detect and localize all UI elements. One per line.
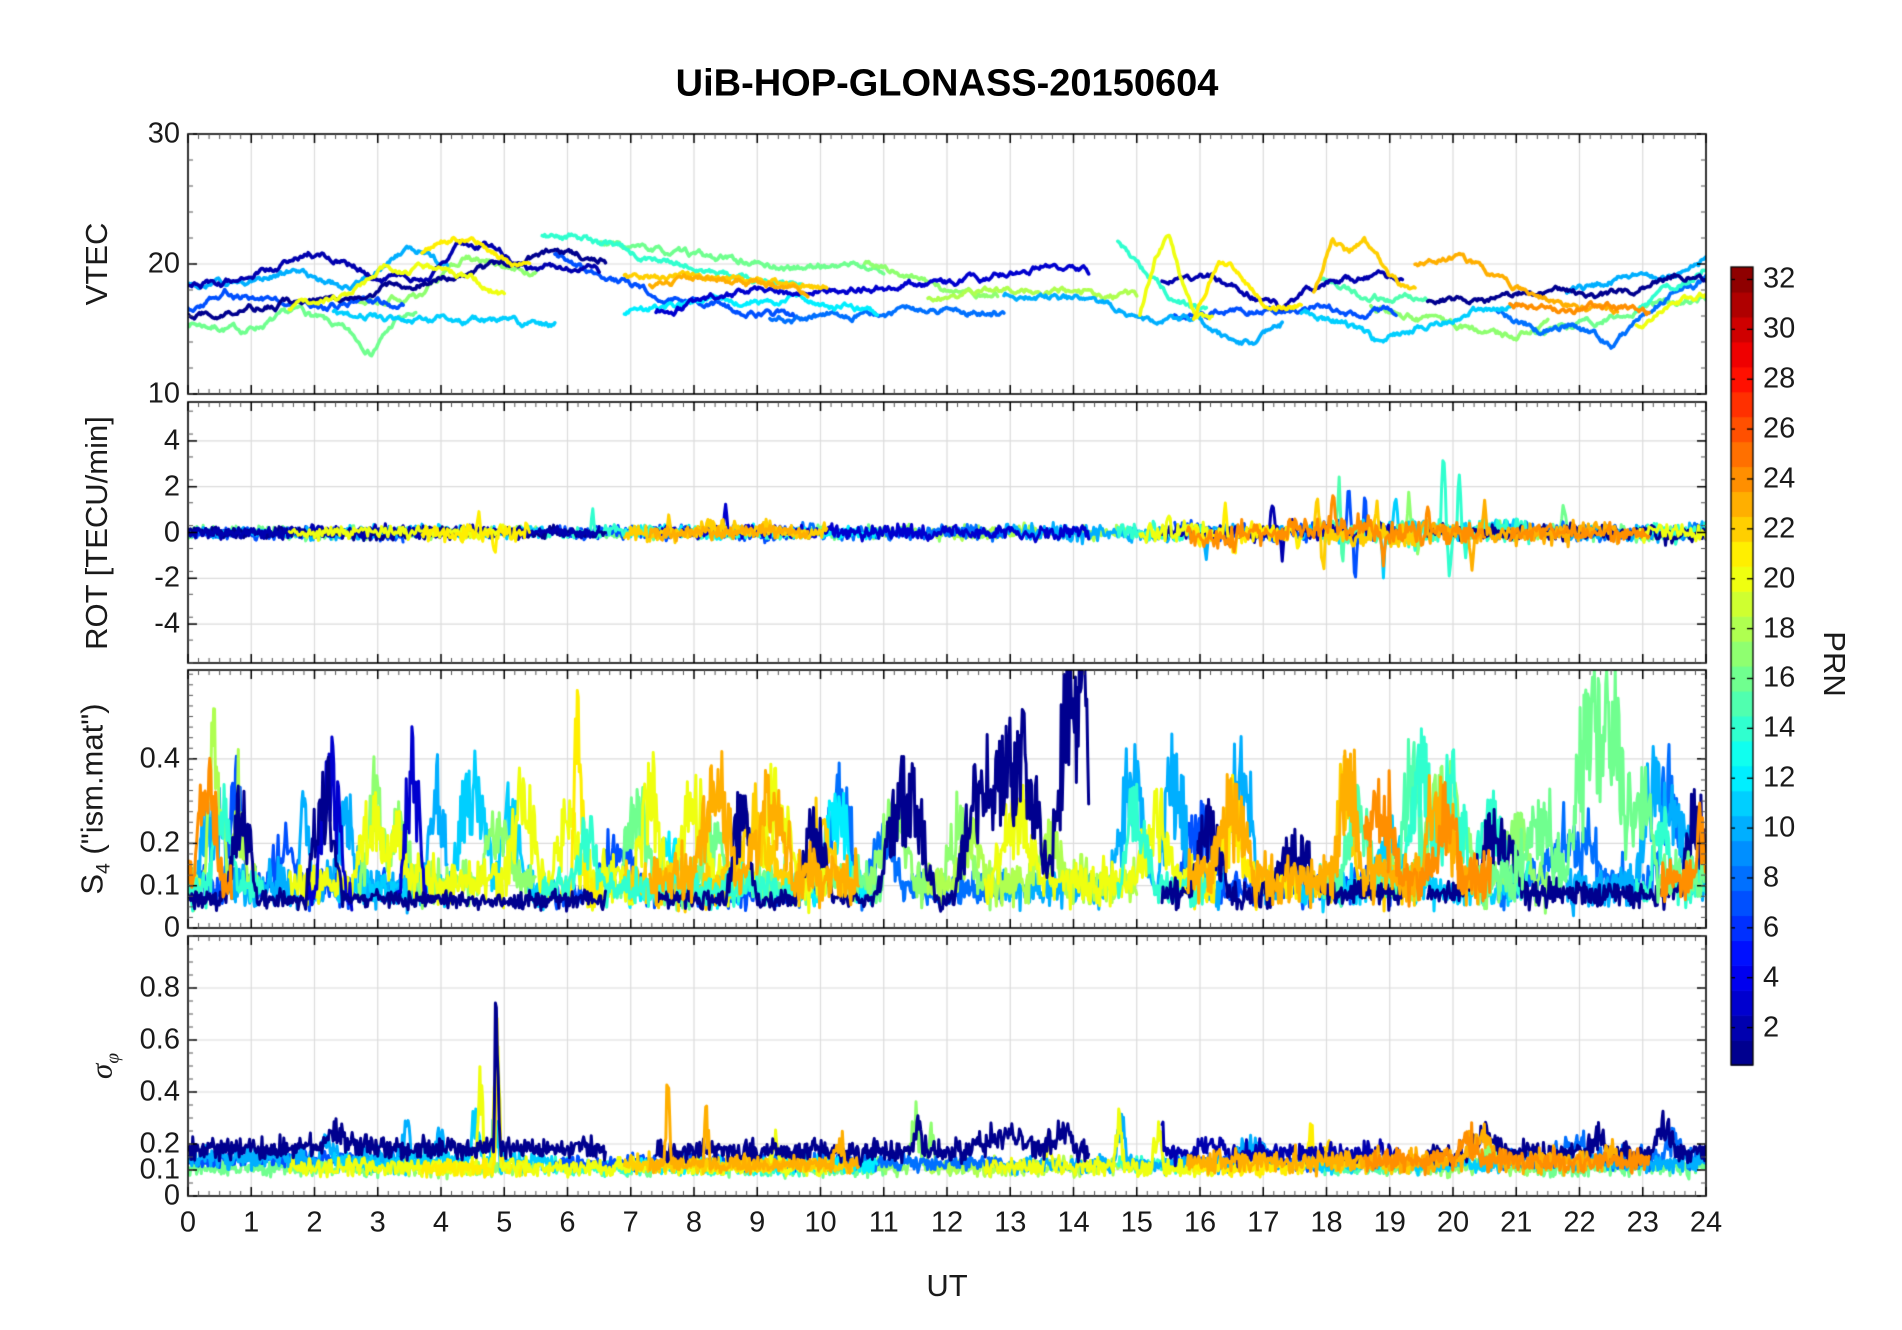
colorbar-tick-label: 8: [1763, 861, 1780, 894]
y-tick-label: 0.6: [139, 1023, 180, 1056]
x-tick-label: 2: [306, 1206, 323, 1239]
y-tick-label: 0: [163, 1179, 180, 1212]
x-tick-label: 13: [994, 1206, 1027, 1239]
colorbar-tick-label: 4: [1763, 961, 1780, 994]
x-tick-label: 12: [930, 1206, 964, 1239]
x-tick-label: 20: [1436, 1206, 1470, 1239]
y-tick-label: 0.8: [139, 971, 180, 1004]
y-tick-label: 0.1: [139, 1153, 180, 1186]
colorbar-tick-label: 30: [1763, 312, 1796, 345]
x-tick-label: 1: [243, 1206, 260, 1239]
x-tick-label: 14: [1057, 1206, 1090, 1239]
x-tick-label: 3: [369, 1206, 386, 1239]
y-tick-label: 20: [147, 247, 180, 280]
colorbar-tick-label: 20: [1763, 562, 1796, 595]
colorbar-tick-label: 6: [1763, 911, 1780, 944]
y-tick-label: -2: [154, 561, 180, 594]
y-tick-label: 4: [163, 424, 180, 457]
y-axis-label: S4 ("ism.mat"): [74, 703, 115, 895]
x-tick-label: 15: [1120, 1206, 1153, 1239]
y-tick-label: 2: [163, 470, 180, 503]
x-tick-label: 22: [1563, 1206, 1596, 1239]
x-tick-label: 17: [1247, 1206, 1280, 1239]
x-tick-label: 11: [868, 1206, 899, 1239]
x-tick-label: 7: [622, 1206, 639, 1239]
page-title: UiB-HOP-GLONASS-20150604: [675, 62, 1219, 105]
y-tick-label: 0: [163, 516, 180, 548]
x-tick-label: 6: [559, 1206, 576, 1239]
colorbar-label: PRN: [1817, 631, 1852, 697]
colorbar-tick-label: 22: [1763, 512, 1796, 545]
y-axis-label: VTEC: [79, 222, 114, 306]
y-tick-label: 0: [163, 911, 180, 944]
colorbar-tick-label: 28: [1763, 362, 1796, 395]
y-tick-label: 30: [147, 117, 180, 150]
y-tick-label: 0.4: [139, 742, 180, 775]
y-tick-label: 0.2: [139, 1127, 180, 1160]
y-tick-label: 0.2: [139, 826, 180, 859]
y-axis-label: σφ: [83, 1053, 124, 1079]
x-tick-label: 10: [804, 1206, 837, 1239]
x-tick-label: 4: [432, 1206, 450, 1239]
colorbar-tick-label: 2: [1763, 1011, 1780, 1044]
x-tick-label: 5: [496, 1206, 513, 1239]
y-tick-label: 0.1: [139, 869, 180, 902]
x-tick-label: 8: [685, 1206, 703, 1239]
x-tick-label: 23: [1626, 1206, 1659, 1239]
y-tick-label: 10: [147, 377, 180, 410]
colorbar-tick-label: 32: [1763, 262, 1796, 295]
y-tick-label: 0.4: [139, 1075, 180, 1108]
y-tick-label: -4: [154, 607, 180, 640]
x-tick-label: 0: [179, 1206, 197, 1239]
x-tick-label: 24: [1689, 1206, 1723, 1239]
x-tick-label: 9: [749, 1206, 766, 1239]
colorbar-tick-label: 14: [1763, 711, 1796, 744]
colorbar-tick-label: 24: [1763, 462, 1796, 495]
x-tick-label: 19: [1373, 1206, 1406, 1239]
x-tick-label: 16: [1183, 1206, 1217, 1239]
y-axis-label: ROT [TECU/min]: [79, 415, 114, 650]
colorbar-tick-label: 18: [1763, 612, 1796, 645]
colorbar-tick-label: 16: [1763, 661, 1796, 694]
colorbar-tick-label: 10: [1763, 811, 1796, 844]
x-tick-label: 21: [1500, 1206, 1533, 1239]
colorbar-tick-label: 12: [1763, 761, 1796, 794]
x-tick-label: 18: [1310, 1206, 1343, 1239]
x-axis-label: UT: [926, 1268, 968, 1303]
colorbar-tick-label: 26: [1763, 412, 1796, 445]
